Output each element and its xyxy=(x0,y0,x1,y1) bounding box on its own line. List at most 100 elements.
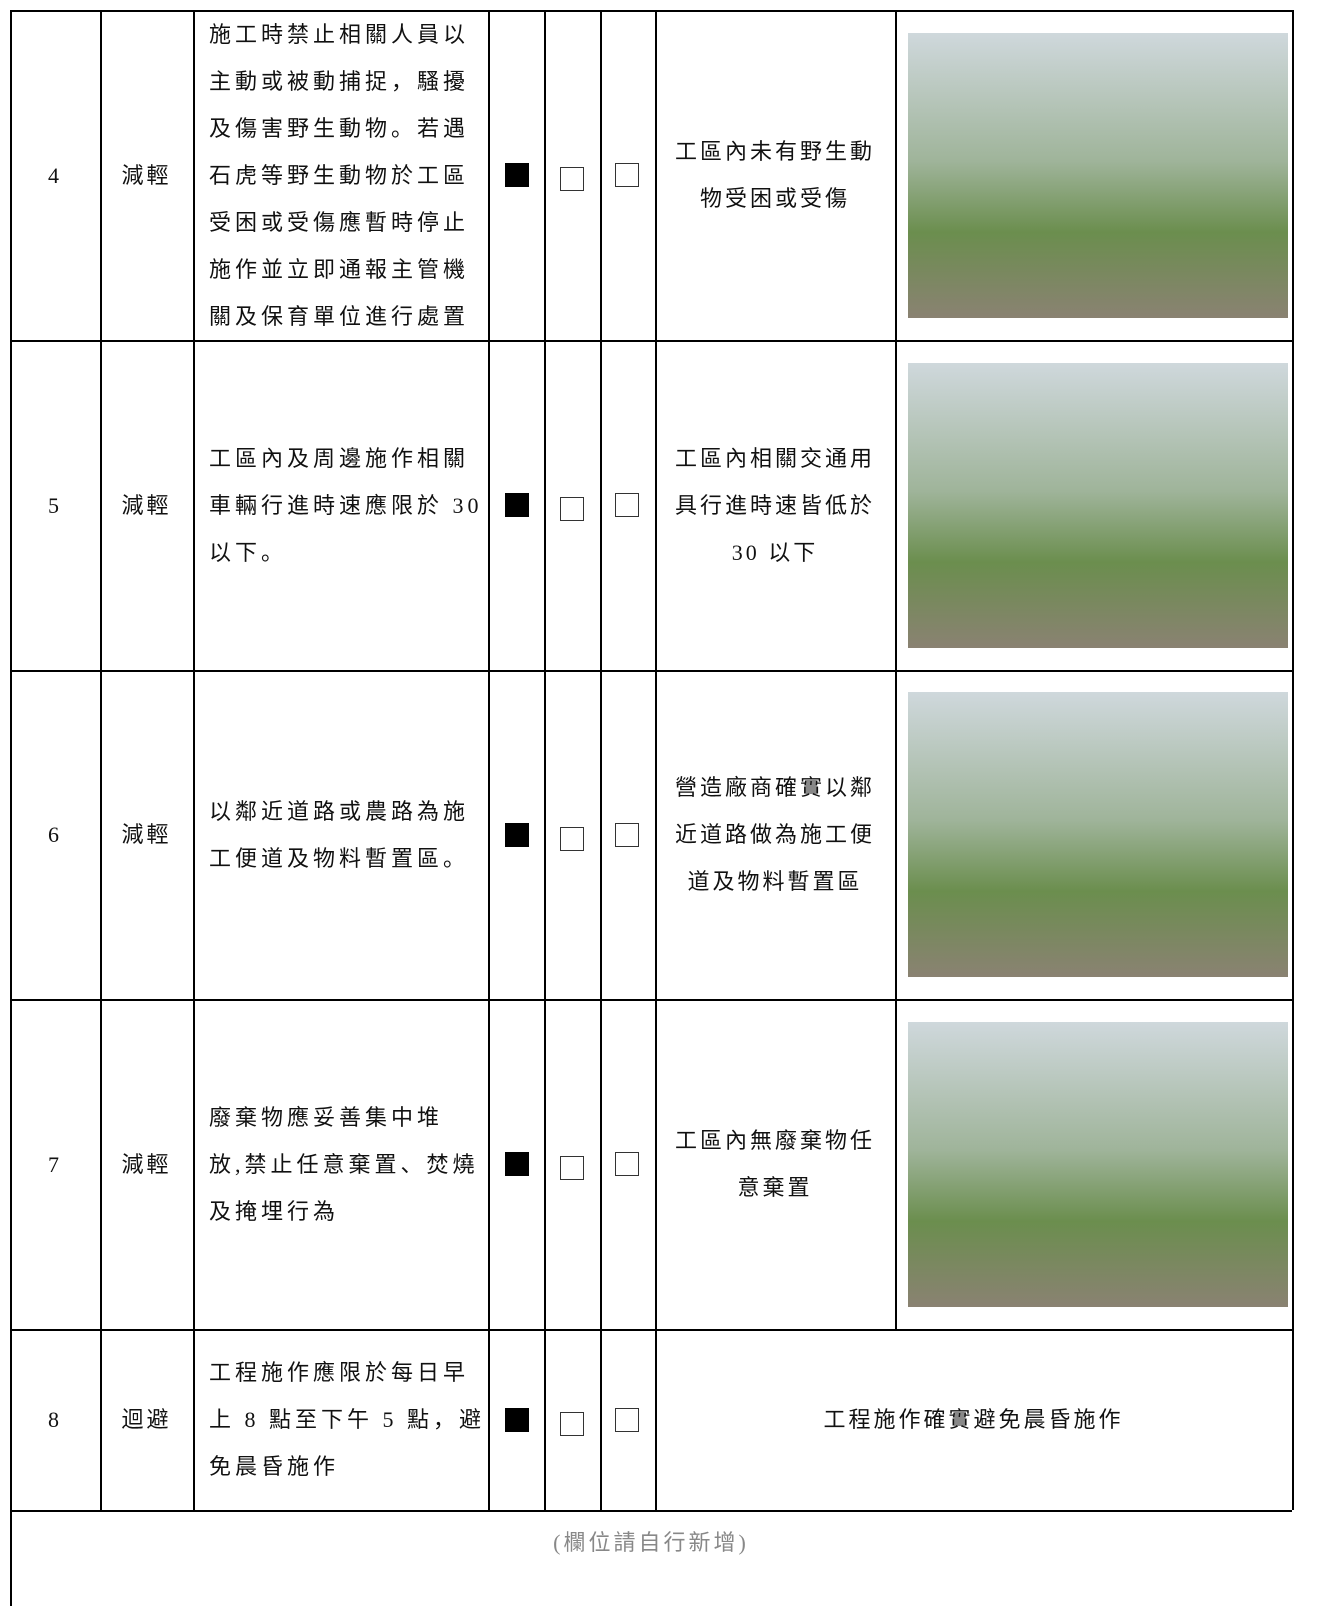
border xyxy=(1292,1329,1294,1510)
photo xyxy=(908,1021,1288,1307)
text: 減輕 xyxy=(121,492,172,518)
border xyxy=(544,10,546,340)
border xyxy=(100,10,102,340)
measure: 工區內及周邊施作相關 車輛行進時速應限於 30 以下。 xyxy=(193,340,488,670)
row-type: 迴避 xyxy=(100,1329,193,1510)
text-line: 具行進時速皆低於 xyxy=(674,492,875,518)
border xyxy=(10,1329,1292,1331)
border xyxy=(488,340,490,670)
border xyxy=(655,1329,657,1510)
border xyxy=(1292,999,1294,1329)
text-line: 免晨昏施作 xyxy=(209,1454,340,1479)
border xyxy=(544,670,546,999)
row-number: 7 xyxy=(10,999,100,1329)
text: 8 xyxy=(48,1407,62,1432)
row-number: 5 xyxy=(10,340,100,670)
text-line: 受困或受傷應暫時停止 xyxy=(209,209,470,235)
footer-note: (欄位請自行新增) xyxy=(10,1515,1292,1570)
row-type: 減輕 xyxy=(100,999,193,1329)
border xyxy=(488,999,490,1329)
border xyxy=(655,340,657,670)
border xyxy=(600,670,602,999)
row-type: 減輕 xyxy=(100,10,193,340)
row-number: 6 xyxy=(10,670,100,999)
result: 工區內無廢棄物任 意棄置 xyxy=(655,999,895,1329)
border xyxy=(193,340,195,670)
text-line: 工區內未有野生動 xyxy=(674,139,875,164)
text-line: 廢棄物應妥善集中堆 xyxy=(209,1104,444,1130)
checkbox xyxy=(615,493,639,517)
text-line: 物受困或受傷 xyxy=(699,186,850,211)
text-line: 30 以下 xyxy=(731,539,819,565)
result: 工程施作確實避免晨昏施作 xyxy=(655,1329,1292,1510)
border xyxy=(100,340,102,670)
border xyxy=(544,999,546,1329)
checkbox xyxy=(560,167,584,191)
checkbox xyxy=(560,1411,584,1436)
checkbox xyxy=(615,163,639,187)
measure: 廢棄物應妥善集中堆放,禁止任意棄置、焚燒 及掩埋行為 xyxy=(193,999,488,1329)
text-line: 工程施作確實避免晨昏施作 xyxy=(823,1407,1124,1432)
text: 5 xyxy=(48,492,62,518)
border xyxy=(1292,670,1294,999)
border xyxy=(100,999,102,1329)
border xyxy=(895,999,897,1329)
text-line: 以鄰近道路或農路為施 xyxy=(209,798,470,824)
border xyxy=(600,999,602,1329)
border xyxy=(544,1329,546,1510)
text: 4 xyxy=(48,162,62,188)
text-line: 施工時禁止相關人員以 xyxy=(209,21,470,47)
result: 營造廠商確實以鄰 近道路做為施工便 道及物料暫置區 xyxy=(655,670,895,999)
checkbox-checked xyxy=(505,1152,529,1176)
border xyxy=(544,340,546,670)
text-line: 工便道及物料暫置區。 xyxy=(209,845,470,871)
border xyxy=(193,1329,195,1510)
border xyxy=(10,10,12,1606)
border xyxy=(10,10,1292,12)
text-line: 工區內相關交通用 xyxy=(674,445,875,471)
text-line: 營造廠商確實以鄰 xyxy=(674,775,875,800)
checkbox xyxy=(560,1156,584,1180)
border xyxy=(10,670,1292,672)
text-line: 放,禁止任意棄置、焚燒 xyxy=(209,1151,479,1177)
text-line: 工區內無廢棄物任 xyxy=(674,1128,875,1153)
border xyxy=(193,10,195,340)
text-line: 工程施作應限於每日早 xyxy=(209,1360,470,1385)
text: 迴避 xyxy=(121,1407,172,1432)
checkbox-checked xyxy=(505,163,529,187)
text: 減輕 xyxy=(121,162,172,188)
border xyxy=(895,670,897,999)
checkbox-checked xyxy=(505,822,529,847)
row-number: 8 xyxy=(10,1329,100,1510)
border xyxy=(488,1329,490,1510)
border xyxy=(655,999,657,1329)
text-line: 主動或被動捕捉，騷擾 xyxy=(209,68,470,94)
border xyxy=(10,1510,1292,1512)
text-line: 及掩埋行為 xyxy=(209,1198,340,1224)
text-line: 及傷害野生動物。若遇 xyxy=(209,115,470,141)
row-type: 減輕 xyxy=(100,670,193,999)
text-line: 以下。 xyxy=(209,539,288,565)
text: 6 xyxy=(48,822,62,847)
measure: 施工時禁止相關人員以 主動或被動捕捉，騷擾 及傷害野生動物。若遇 石虎等野生動物於工區… xyxy=(193,10,488,340)
border xyxy=(100,1329,102,1510)
border xyxy=(1292,340,1294,670)
text-line: 施作並立即通報主管機 xyxy=(209,256,470,282)
text-line: 意棄置 xyxy=(737,1175,813,1200)
border xyxy=(10,340,1292,342)
text: 減輕 xyxy=(121,822,172,847)
text-line: 上 8 點至下午 5 點，避 xyxy=(209,1407,486,1432)
border xyxy=(100,670,102,999)
text-line: 石虎等野生動物於工區 xyxy=(209,162,470,188)
checkbox-checked xyxy=(505,493,529,517)
checkbox xyxy=(615,1407,639,1432)
text-line: 車輛行進時速應限於 30 xyxy=(209,492,483,518)
border xyxy=(895,340,897,670)
result: 工區內相關交通用 具行進時速皆低於 30 以下 xyxy=(655,340,895,670)
photo xyxy=(908,32,1288,318)
checkbox xyxy=(615,822,639,847)
text-line: 工區內及周邊施作相關 xyxy=(209,445,470,471)
row-type: 減輕 xyxy=(100,340,193,670)
text: 7 xyxy=(48,1151,62,1177)
